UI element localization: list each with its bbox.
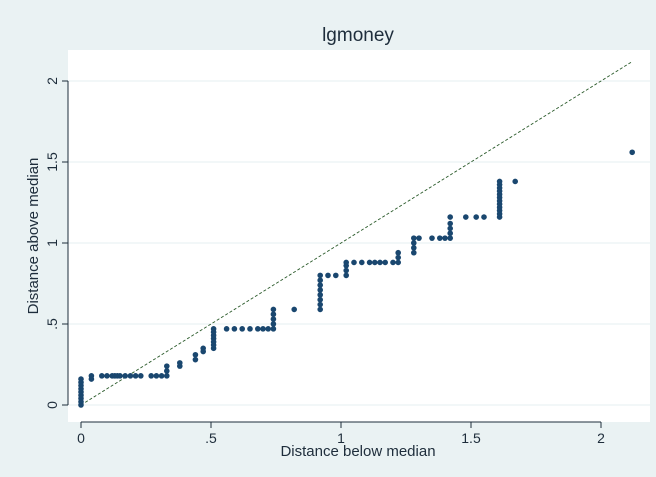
data-point-81 [416, 235, 422, 241]
data-point-47 [270, 326, 277, 332]
data-point-18 [127, 373, 134, 379]
x-axis-label: Distance below median [280, 443, 435, 460]
data-point-82 [429, 235, 435, 241]
data-point-29 [192, 356, 199, 363]
data-point-8 [78, 376, 84, 382]
data-point-28 [177, 360, 183, 366]
data-point-32 [200, 345, 206, 352]
reference-line [80, 61, 633, 406]
data-point-55 [317, 296, 324, 303]
data-point-88 [447, 220, 454, 227]
data-point-72 [382, 259, 389, 266]
data-point-19 [132, 373, 139, 379]
data-point-46 [265, 326, 272, 332]
data-point-51 [270, 306, 277, 313]
data-point-48 [270, 321, 277, 327]
data-point-64 [343, 267, 350, 274]
data-point-49 [270, 316, 277, 322]
y-tick-label-3: 1.5 [44, 152, 60, 172]
data-point-76 [395, 249, 402, 256]
data-point-61 [325, 272, 331, 279]
gridlines [68, 80, 650, 406]
data-point-70 [372, 259, 378, 266]
data-point-23 [158, 373, 165, 379]
x-axis-ticks: 0 .5 1 1.5 2 [77, 422, 605, 446]
data-point-30 [192, 351, 199, 358]
data-point-68 [359, 259, 365, 266]
data-point-75 [395, 254, 402, 261]
data-point-84 [442, 235, 448, 241]
y-axis-label: Distance above median [25, 158, 42, 315]
x-tick-label-3: 1.5 [461, 430, 481, 446]
data-point-44 [254, 326, 261, 332]
data-point-86 [447, 230, 454, 237]
data-point-91 [473, 214, 480, 220]
y-tick-label-1: .5 [44, 318, 60, 330]
data-point-89 [447, 214, 454, 220]
y-axis-ticks: 0 .5 1 1.5 2 [44, 77, 68, 409]
data-point-16 [117, 373, 123, 379]
data-point-56 [317, 292, 324, 298]
y-tick-label-2: 1 [44, 239, 60, 247]
data-point-53 [317, 306, 324, 313]
data-point-41 [231, 326, 238, 332]
x-tick-label-0: 0 [77, 430, 85, 446]
data-point-106 [629, 149, 635, 156]
y-tick-label-4: 2 [44, 77, 60, 85]
data-point-54 [317, 301, 324, 308]
data-point-26 [164, 363, 170, 369]
data-point-57 [317, 287, 324, 293]
data-point-105 [512, 178, 518, 185]
x-tick-label-2: 1 [337, 430, 345, 446]
data-point-77 [411, 249, 417, 256]
data-point-90 [463, 214, 469, 220]
data-point-50 [270, 311, 277, 318]
data-point-78 [411, 245, 417, 251]
data-point-62 [333, 272, 339, 279]
data-point-43 [247, 326, 253, 332]
data-point-24 [164, 373, 170, 379]
data-point-79 [411, 240, 417, 246]
data-point-74 [395, 259, 402, 266]
chart-title: lgmoney [322, 25, 394, 46]
data-points [78, 149, 635, 408]
data-point-11 [99, 373, 105, 379]
data-point-66 [343, 259, 350, 266]
data-point-80 [411, 235, 417, 241]
x-tick-label-1: .5 [205, 430, 217, 446]
data-point-17 [122, 373, 128, 379]
data-point-12 [104, 373, 110, 379]
data-point-22 [153, 373, 160, 379]
x-tick-label-4: 2 [597, 430, 605, 446]
data-point-39 [210, 326, 217, 332]
y-tick-label-0: 0 [44, 401, 60, 409]
data-point-69 [366, 259, 373, 266]
data-point-21 [148, 373, 154, 379]
data-point-10 [88, 373, 95, 379]
data-point-58 [317, 282, 324, 288]
data-point-60 [317, 272, 324, 279]
data-point-40 [223, 326, 230, 332]
data-point-85 [447, 235, 454, 241]
data-point-87 [447, 225, 454, 232]
plot-region [68, 50, 650, 422]
data-point-45 [260, 326, 266, 332]
data-point-52 [291, 306, 298, 313]
data-point-104 [496, 178, 503, 185]
data-point-63 [343, 272, 350, 279]
data-point-59 [317, 277, 324, 284]
data-point-92 [481, 214, 487, 220]
data-point-83 [437, 235, 443, 241]
data-point-71 [377, 259, 383, 266]
data-point-42 [239, 326, 245, 332]
data-point-20 [138, 373, 144, 379]
data-point-73 [390, 259, 396, 266]
data-point-25 [164, 368, 170, 374]
data-point-67 [351, 259, 357, 266]
